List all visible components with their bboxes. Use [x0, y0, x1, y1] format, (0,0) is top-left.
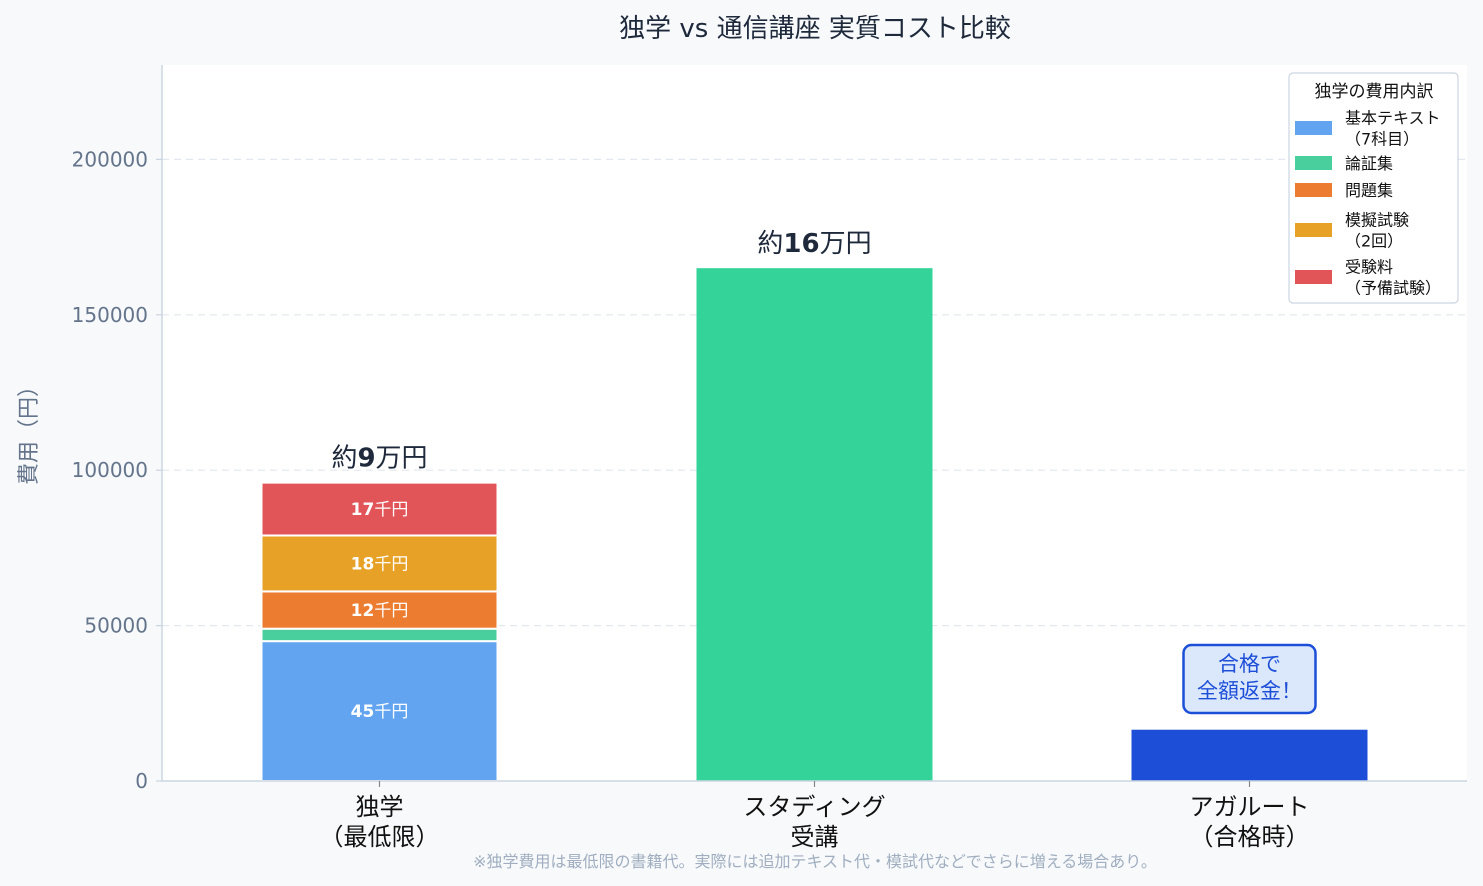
callout-text: 合格で [1218, 652, 1281, 676]
x-category-label: スタディング [743, 793, 885, 821]
legend-label: 模擬試験 [1345, 211, 1409, 230]
bar-total-label: 約9万円 [331, 444, 427, 474]
legend-swatch [1295, 183, 1332, 197]
chart-title: 独学 vs 通信講座 実質コスト比較 [619, 14, 1011, 44]
stacked-segment [260, 481, 499, 537]
legend-label: 論証集 [1345, 154, 1393, 173]
x-category-label: （合格時） [1190, 823, 1310, 851]
segment-label: 18千円 [351, 554, 409, 574]
legend-swatch [1295, 223, 1332, 237]
footnote: ※独学費用は最低限の書籍代。実際には追加テキスト代・模試代などでさらに増える場合… [473, 852, 1157, 871]
legend-label: （7科目） [1345, 130, 1419, 149]
bar [1131, 729, 1368, 781]
legend-title: 独学の費用内訳 [1315, 82, 1434, 102]
legend-swatch [1295, 121, 1332, 135]
legend-swatch [1295, 270, 1332, 284]
segment-label: 45千円 [351, 702, 409, 722]
y-tick-label: 150000 [72, 303, 148, 327]
legend-swatch [1295, 156, 1332, 170]
x-category-label: アガルート [1190, 793, 1310, 821]
legend-label: 問題集 [1345, 181, 1393, 200]
x-category-label: （最低限） [320, 823, 440, 851]
y-ticks: 0 50000 100000 150000 200000 [72, 147, 162, 793]
legend-label: 基本テキスト [1345, 109, 1441, 128]
segment-label: 12千円 [351, 601, 409, 621]
y-axis-label: 費用（円） [17, 375, 42, 485]
legend-label: （予備試験） [1345, 279, 1441, 298]
bars: 45千円 12千円 18千円 17千円 約9万円 約16万円 [260, 229, 1368, 783]
x-category-label: 受講 [791, 823, 839, 851]
stacked-segment [260, 534, 499, 593]
bar [696, 268, 933, 781]
x-category-label: 独学 [356, 793, 404, 821]
stacked-segment [260, 640, 499, 783]
y-tick-label: 0 [135, 769, 148, 793]
y-tick-label: 100000 [72, 458, 148, 482]
legend-label: （2回） [1345, 232, 1403, 251]
y-tick-label: 50000 [84, 614, 148, 638]
y-tick-label: 200000 [72, 147, 148, 171]
stacked-segment [260, 627, 499, 643]
callout-box [1182, 643, 1317, 715]
bar-total-label: 約16万円 [757, 229, 871, 259]
segment-label: 17千円 [351, 500, 409, 520]
legend-label: 受験料 [1345, 258, 1393, 277]
callout-text: 全額返金！ [1197, 679, 1302, 703]
